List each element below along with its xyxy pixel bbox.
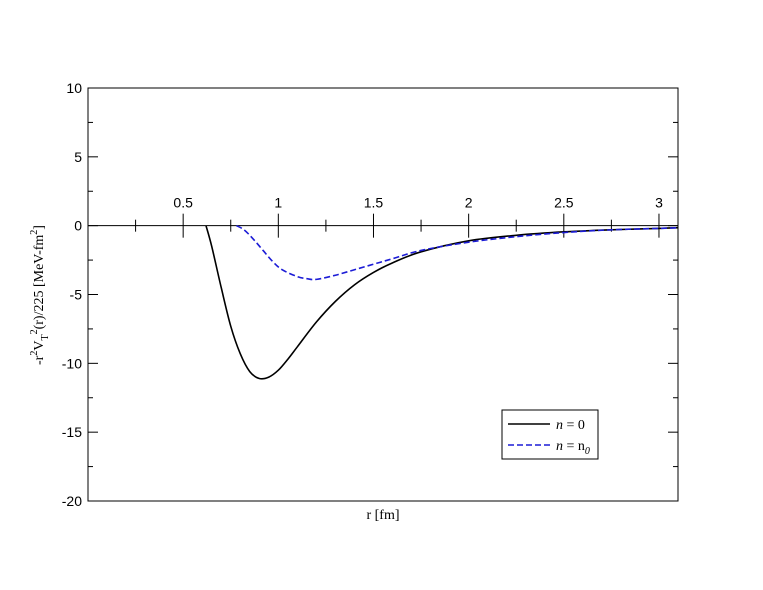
series-line-n-n0 — [236, 224, 679, 281]
legend: n = 0 n = n0 — [501, 409, 599, 460]
x-tick-label: 2 — [465, 195, 473, 211]
x-tick-label: 1 — [274, 195, 282, 211]
y-tick-label: -15 — [62, 424, 82, 440]
x-tick-label: 0.5 — [173, 195, 193, 211]
y-tick-label: 5 — [74, 149, 82, 165]
y-tick-label: 10 — [66, 80, 82, 96]
x-tick-label: 3 — [655, 195, 663, 211]
x-tick-label: 1.5 — [364, 195, 384, 211]
series-layer — [205, 224, 679, 380]
x-axis-ticks: 0.5 1 1.5 2 2.5 3 — [135, 195, 663, 238]
y-tick-label: -5 — [70, 287, 83, 303]
legend-label-n-n0: n = n0 — [556, 439, 590, 457]
y-axis-ticks: 10 5 0 -5 -10 -15 -20 — [62, 80, 678, 509]
legend-box — [501, 409, 599, 460]
y-tick-label: -10 — [62, 355, 82, 371]
x-axis-title: r [fm] — [366, 508, 399, 523]
series-line-n-0 — [205, 225, 679, 380]
y-tick-label: 0 — [74, 218, 82, 234]
y-tick-label: -20 — [62, 493, 82, 509]
legend-label-n-0: n = 0 — [556, 418, 585, 433]
x-tick-label: 2.5 — [554, 195, 574, 211]
y-axis-title: -r2VT2(r)/225 [MeV-fm2] — [29, 225, 51, 365]
